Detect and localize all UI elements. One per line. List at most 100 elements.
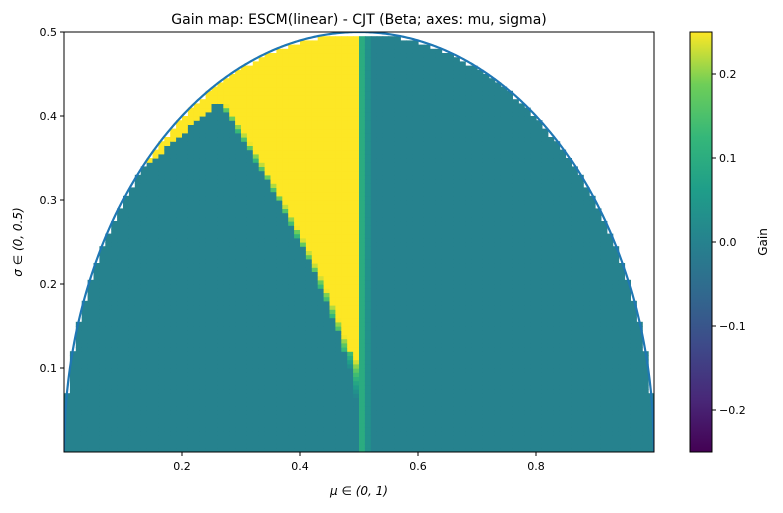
heatmap-cell — [217, 187, 224, 193]
heatmap-cell — [282, 204, 289, 209]
heatmap-cell — [170, 250, 177, 256]
heatmap-cell — [146, 321, 154, 327]
heatmap-cell — [400, 216, 407, 222]
heatmap-cell — [193, 418, 201, 424]
heatmap-cell — [93, 405, 100, 411]
heatmap-cell — [341, 447, 348, 452]
heatmap-cell — [217, 263, 224, 268]
heatmap-cell — [187, 338, 195, 344]
heatmap-cell — [75, 368, 83, 373]
heatmap-cell — [81, 384, 89, 390]
heatmap-cell — [394, 275, 401, 281]
heatmap-cell — [205, 116, 213, 121]
heatmap-cell — [359, 36, 366, 41]
heatmap-cell — [305, 443, 313, 449]
heatmap-cell — [229, 128, 236, 134]
heatmap-cell — [264, 254, 272, 260]
heatmap-cell — [99, 284, 106, 289]
heatmap-cell — [264, 284, 272, 289]
heatmap-cell — [223, 359, 230, 365]
heatmap-cell — [388, 288, 395, 293]
heatmap-cell — [182, 246, 189, 251]
heatmap-cell — [341, 95, 348, 100]
heatmap-cell — [335, 384, 342, 390]
heatmap-cell — [341, 124, 348, 130]
heatmap-cell — [294, 229, 301, 235]
heatmap-cell — [347, 439, 354, 445]
heatmap-cell — [288, 410, 295, 415]
heatmap-cell — [359, 212, 366, 218]
heatmap-cell — [223, 195, 230, 201]
heatmap-cell — [241, 216, 248, 222]
heatmap-cell — [370, 363, 378, 369]
heatmap-cell — [311, 393, 319, 398]
heatmap-cell — [270, 363, 277, 369]
heatmap-cell — [323, 447, 331, 452]
heatmap-cell — [117, 225, 124, 230]
heatmap-cell — [376, 443, 384, 449]
heatmap-cell — [317, 443, 325, 449]
heatmap-cell — [341, 300, 348, 306]
heatmap-cell — [311, 384, 319, 390]
heatmap-cell — [176, 229, 183, 235]
heatmap-cell — [394, 376, 401, 382]
heatmap-cell — [376, 296, 384, 302]
heatmap-cell — [229, 334, 236, 340]
heatmap-cell — [300, 195, 307, 201]
heatmap-cell — [111, 246, 118, 251]
heatmap-cell — [235, 271, 242, 277]
heatmap-cell — [170, 326, 177, 331]
heatmap-cell — [187, 389, 195, 394]
heatmap-cell — [353, 40, 360, 46]
heatmap-cell — [388, 103, 395, 109]
heatmap-cell — [176, 174, 183, 180]
heatmap-cell — [388, 271, 395, 277]
heatmap-cell — [294, 284, 301, 289]
heatmap-cell — [176, 141, 183, 146]
heatmap-cell — [335, 53, 342, 58]
heatmap-cell — [335, 145, 342, 151]
heatmap-cell — [258, 65, 266, 71]
heatmap-cell — [400, 233, 407, 239]
heatmap-cell — [270, 405, 277, 411]
heatmap-cell — [364, 65, 372, 71]
heatmap-cell — [406, 187, 413, 193]
heatmap-cell — [412, 292, 419, 298]
heatmap-cell — [329, 200, 336, 205]
heatmap-cell — [87, 380, 95, 386]
heatmap-cell — [270, 120, 277, 125]
heatmap-cell — [146, 170, 154, 176]
heatmap-cell — [359, 78, 366, 83]
heatmap-cell — [347, 53, 354, 58]
heatmap-cell — [329, 376, 336, 382]
heatmap-cell — [140, 271, 148, 277]
heatmap-cell — [246, 309, 254, 314]
heatmap-cell — [111, 380, 118, 386]
heatmap-cell — [311, 124, 319, 130]
heatmap-cell — [329, 166, 336, 172]
heatmap-cell — [288, 439, 295, 445]
heatmap-cell — [317, 40, 325, 46]
heatmap-cell — [370, 267, 378, 272]
heatmap-cell — [146, 363, 154, 369]
heatmap-cell — [87, 334, 95, 340]
heatmap-cell — [388, 187, 395, 193]
heatmap-cell — [300, 334, 307, 340]
heatmap-cell — [400, 435, 407, 440]
heatmap-cell — [406, 338, 413, 344]
heatmap-cell — [323, 431, 331, 436]
heatmap-cell — [300, 300, 307, 306]
heatmap-cell — [276, 195, 283, 201]
heatmap-cell — [370, 279, 378, 285]
heatmap-cell — [276, 120, 283, 125]
heatmap-cell — [376, 376, 384, 382]
heatmap-cell — [164, 389, 171, 394]
heatmap-cell — [152, 426, 159, 432]
heatmap-cell — [123, 431, 130, 436]
heatmap-cell — [252, 120, 260, 125]
heatmap-cell — [270, 271, 277, 277]
heatmap-cell — [305, 61, 313, 67]
heatmap-cell — [146, 397, 154, 403]
heatmap-cell — [123, 300, 130, 306]
heatmap-cell — [406, 271, 413, 277]
